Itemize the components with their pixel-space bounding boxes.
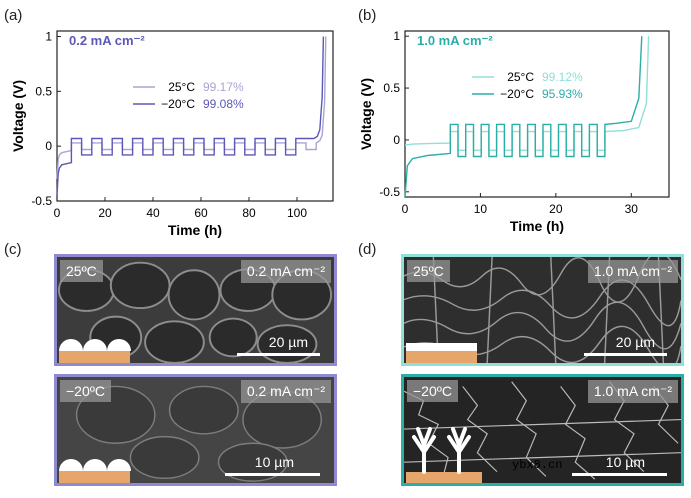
substrate-schematic — [406, 343, 477, 363]
x-axis-label: Time (h) — [510, 218, 564, 234]
plot-frame — [56, 30, 334, 202]
plot-frame — [404, 30, 670, 198]
current-tag: 1.0 mA cm⁻² — [587, 380, 678, 403]
temperature-tag: −20ºC — [407, 380, 458, 402]
y-tick-label: 1 — [45, 29, 52, 43]
x-tick-label: 0 — [54, 206, 61, 220]
current-density-label: 1.0 mA cm⁻² — [417, 33, 493, 48]
x-tick-label: 60 — [194, 206, 208, 220]
y-tick-label: -0.5 — [31, 194, 52, 208]
watermark: ybx8.cn — [512, 458, 563, 472]
sem-image-c-25c: 25ºC 0.2 mA cm⁻² 20 µm — [54, 254, 337, 366]
substrate-schematic — [59, 459, 131, 483]
scale-bar — [237, 353, 320, 356]
temperature-tag: 25ºC — [407, 260, 450, 282]
current-tag: 1.0 mA cm⁻² — [587, 260, 678, 283]
y-tick-label: -0.5 — [379, 185, 400, 199]
x-tick-label: 20 — [549, 202, 563, 216]
current-density-label: 0.2 mA cm⁻² — [69, 33, 145, 48]
y-tick-label: 0 — [393, 133, 400, 147]
sem-image-d-25c: 25ºC 1.0 mA cm⁻² 20 µm — [401, 254, 684, 366]
y-axis-label: Voltage (V) — [10, 80, 26, 152]
panel-label-b: (b) — [358, 7, 377, 24]
x-tick-label: 10 — [474, 202, 488, 216]
legend-efficiency: 99.17% — [203, 80, 244, 94]
scale-bar — [225, 473, 320, 476]
legend-efficiency: 95.93% — [542, 87, 583, 101]
y-tick-label: 1 — [393, 29, 400, 43]
dendrite-schematic — [406, 427, 482, 483]
y-tick-label: 0.5 — [383, 81, 400, 95]
legend-label: −20°C — [500, 87, 534, 101]
scale-bar-label: 10 µm — [605, 454, 645, 470]
panel-label-c: (c) — [4, 241, 22, 258]
current-tag: 0.2 mA cm⁻² — [240, 260, 331, 283]
legend-label: 25°C — [168, 80, 195, 94]
legend-efficiency: 99.08% — [203, 97, 244, 111]
x-tick-label: 100 — [287, 206, 307, 220]
legend-efficiency: 99.12% — [542, 70, 583, 84]
x-tick-label: 0 — [402, 202, 409, 216]
scale-bar — [572, 473, 667, 476]
scale-bar — [584, 353, 667, 356]
scale-bar-label: 10 µm — [254, 454, 294, 470]
x-axis-label: Time (h) — [168, 222, 222, 238]
sem-image-c-minus20c: −20ºC 0.2 mA cm⁻² 10 µm — [54, 374, 337, 486]
temperature-tag: −20ºC — [60, 380, 111, 402]
scale-bar-label: 20 µm — [268, 334, 308, 350]
series-line — [404, 36, 643, 198]
legend-label: −20°C — [161, 97, 195, 111]
x-tick-label: 20 — [98, 206, 112, 220]
panel-label-d: (d) — [358, 241, 377, 258]
y-axis-label: Voltage (V) — [358, 78, 374, 150]
legend-label: 25°C — [507, 70, 534, 84]
series-line — [56, 36, 325, 196]
substrate-schematic — [59, 339, 131, 363]
x-tick-label: 40 — [146, 206, 160, 220]
y-tick-label: 0 — [45, 139, 52, 153]
x-tick-label: 30 — [625, 202, 639, 216]
sem-image-d-minus20c: −20ºC 1.0 mA cm⁻² 10 µm — [401, 374, 684, 486]
temperature-tag: 25ºC — [60, 260, 103, 282]
current-tag: 0.2 mA cm⁻² — [240, 380, 331, 403]
y-tick-label: 0.5 — [35, 84, 52, 98]
scale-bar-label: 20 µm — [615, 334, 655, 350]
x-tick-label: 80 — [242, 206, 256, 220]
panel-label-a: (a) — [4, 7, 23, 24]
